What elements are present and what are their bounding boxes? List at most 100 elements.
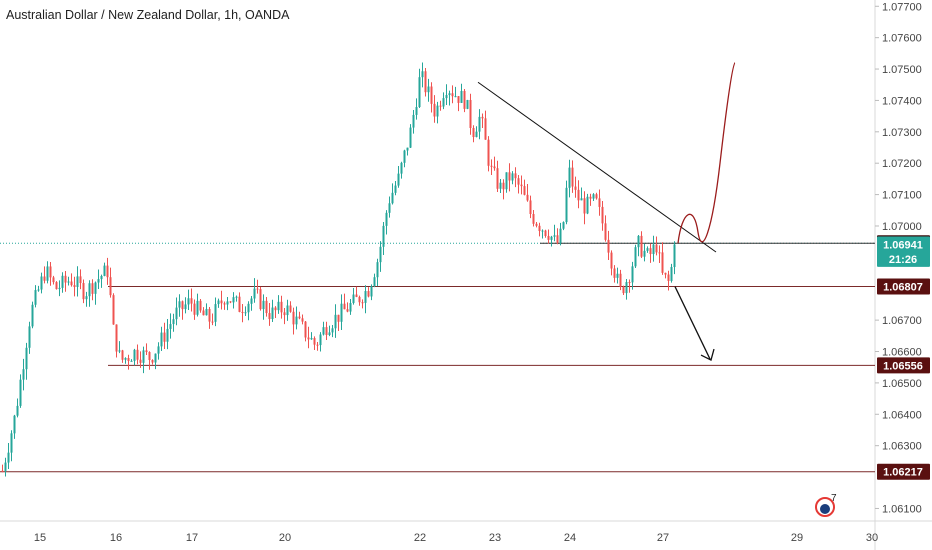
candle-body [157,346,160,354]
candle-body [85,296,88,300]
candle-body [262,300,265,310]
candle-body [460,90,463,103]
candle-body [244,312,247,314]
candle-body [412,114,415,128]
candle-body [331,328,334,333]
candle-body [586,196,589,214]
candle-body [220,300,223,304]
candle-body [601,206,604,224]
candle-body [511,173,514,181]
candle-body [334,314,337,329]
candle-body [277,301,280,311]
candle-body [313,338,316,345]
candle-body [280,301,283,313]
candle-body [634,247,637,267]
candle-body [583,198,586,214]
x-tick-label: 17 [186,532,198,544]
y-tick-label: 1.07300 [882,127,922,139]
y-tick-label: 1.06600 [882,347,922,359]
candle-body [622,286,625,294]
candle-body [544,230,547,236]
candle-body [235,296,238,298]
candle-body [523,186,526,195]
candle-body [343,303,346,310]
candle-body [247,303,250,313]
candle-body [484,118,487,140]
candle-body [145,350,148,353]
candle-body [391,192,394,204]
candle-body [13,415,16,434]
candle-body [1,470,4,472]
candle-body [361,302,364,304]
candle-body [94,282,97,294]
candle-body [670,267,673,281]
candle-body [580,198,583,201]
candle-body [16,405,19,416]
candle-body [400,162,403,174]
candle-body [70,281,73,286]
candle-body [385,212,388,226]
candle-body [160,332,163,347]
candle-body [34,290,37,305]
candle-body [127,358,130,361]
candle-body [283,312,286,316]
candle-body [10,433,13,453]
candle-body [46,266,49,281]
candle-body [61,275,64,288]
candle-body [508,172,511,181]
candle-body [502,182,505,190]
candle-body [73,285,76,288]
candle-body [100,275,103,280]
candle-body [187,298,190,305]
candle-body [214,304,217,322]
candle-body [184,304,187,310]
candle-body [205,308,208,316]
candle-body [595,194,598,199]
price-badge-label: 1.06941 [883,239,923,251]
candle-body [472,127,475,138]
candle-body [196,300,199,315]
candle-body [469,100,472,128]
candle-body [28,326,31,348]
candle-body [7,452,10,463]
candle-body [136,349,139,360]
candle-body [175,307,178,320]
candle-body [286,305,289,316]
projection-up-path [677,62,736,244]
logo-number: 7 [831,493,837,504]
candle-body [370,286,373,297]
chart-title: Australian Dollar / New Zealand Dollar, … [6,8,290,22]
candle-body [310,338,313,340]
candle-body [106,265,109,278]
tradingview-logo-icon[interactable]: 7 [813,493,839,519]
projection-down-arrowhead [700,348,715,361]
price-badge [877,463,930,480]
candle-body [103,265,106,276]
trendline [477,81,717,253]
candle-body [565,187,568,223]
candle-body [4,462,7,471]
candle-body [625,282,628,294]
candle-body [22,369,25,380]
y-tick-label: 1.06500 [882,378,922,390]
candle-body [79,276,82,284]
candle-body [253,288,256,299]
candle-body [325,327,328,335]
candle-body [652,244,655,255]
candle-body [226,301,229,305]
candle-body [355,294,358,297]
candle-body [514,173,517,179]
candle-body [364,291,367,303]
candle-body [292,311,295,325]
candle-body [352,294,355,304]
candle-body [418,77,421,108]
candle-body [406,147,409,151]
x-tick-label: 15 [34,532,46,544]
candle-body [637,235,640,248]
candle-body [19,379,22,406]
candle-body [55,282,58,290]
candle-body [478,116,481,132]
candle-body [358,296,361,303]
candle-body [208,308,211,322]
candle-body [124,358,127,360]
